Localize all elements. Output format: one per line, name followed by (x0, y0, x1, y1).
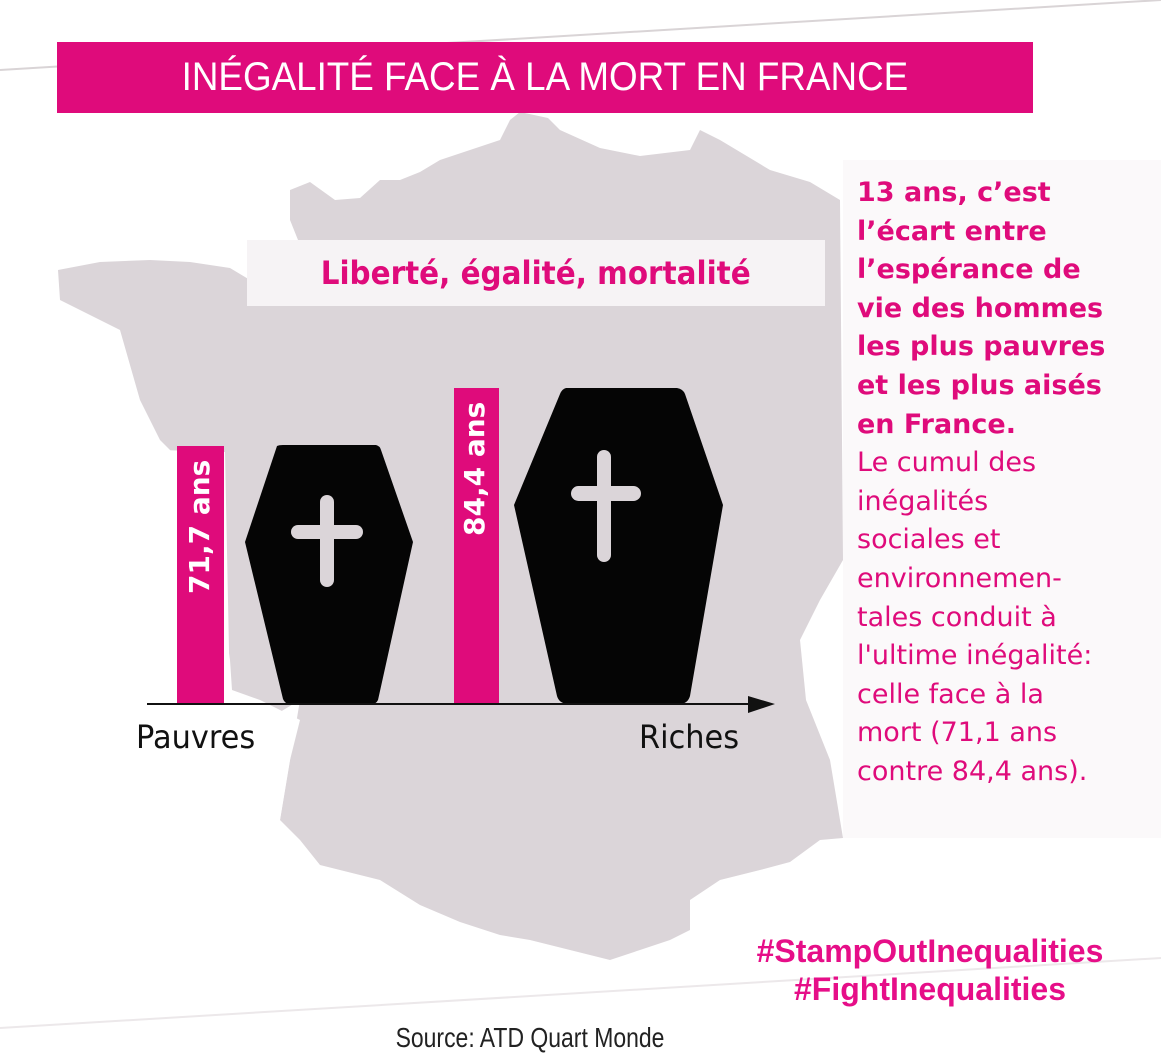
subtitle-box: Liberté, égalité, mortalité (247, 240, 825, 306)
side-panel-body: Le cumul des inégalités sociales et envi… (857, 447, 1093, 787)
page-title: INÉGALITÉ FACE À LA MORT EN FRANCE (181, 55, 909, 99)
side-panel (843, 160, 1161, 838)
axis-label-left: Pauvres (136, 718, 256, 756)
hashtag-stamp-out-inequalities[interactable]: #StampOutInequalities (756, 933, 1104, 969)
axis-label-right: Riches (639, 718, 740, 756)
cross-icon-small (291, 495, 363, 587)
hashtags: #StampOutInequalities #FightInequalities (700, 932, 1160, 1008)
bar-riches (454, 388, 499, 704)
source-credit: Source: ATD Quart Monde (395, 1022, 665, 1053)
side-panel-headline: 13 ans, c’est l’écart entre l’espérance … (857, 177, 1106, 440)
chart-subtitle: Liberté, égalité, mortalité (320, 254, 752, 292)
cross-icon-large (571, 450, 641, 562)
hashtag-fight-inequalities[interactable]: #FightInequalities (793, 971, 1067, 1007)
side-panel-text: 13 ans, c’est l’écart entre l’espérance … (857, 174, 1157, 792)
coffin-icon-small (245, 445, 413, 704)
title-banner: INÉGALITÉ FACE À LA MORT EN FRANCE (57, 42, 1033, 113)
arrow-right-icon (147, 696, 775, 713)
bar-pauvres (177, 446, 224, 704)
coffin-icon-large (514, 388, 723, 704)
